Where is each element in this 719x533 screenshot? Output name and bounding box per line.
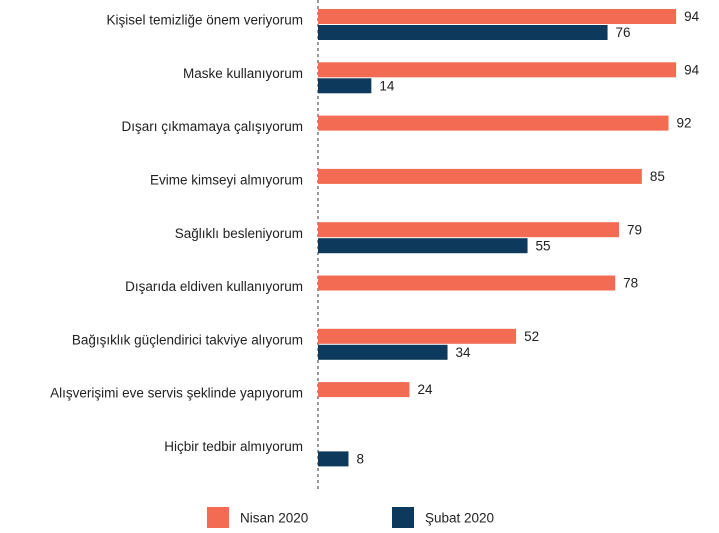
legend-label: Şubat 2020	[425, 511, 494, 526]
bar	[318, 115, 669, 131]
bar	[318, 78, 372, 94]
category-label: Sağlıklı besleniyorum	[175, 226, 303, 241]
value-label: 14	[379, 78, 395, 93]
bar	[318, 275, 616, 291]
legend-label: Nisan 2020	[240, 511, 308, 526]
category-label: Kişisel temizliğe önem veriyorum	[106, 13, 303, 28]
bar	[318, 222, 619, 238]
bar	[318, 344, 448, 360]
value-label: 92	[677, 116, 692, 131]
value-label: 34	[456, 345, 472, 360]
value-label: 52	[524, 329, 539, 344]
value-label: 8	[356, 451, 364, 466]
value-label: 85	[650, 169, 665, 184]
legend-swatch	[207, 507, 229, 528]
value-label: 24	[417, 382, 433, 397]
category-label: Dışarıda eldiven kullanıyorum	[125, 279, 303, 294]
value-label: 78	[623, 276, 638, 291]
category-label: Alışverişimi eve servis şeklinde yapıyor…	[50, 386, 303, 401]
category-label: Hiçbir tedbir almıyorum	[164, 439, 303, 454]
category-label: Bağışıklık güçlendirici takviye alıyorum	[72, 332, 303, 347]
bar	[318, 238, 528, 254]
bar	[318, 25, 608, 40]
bar	[318, 168, 642, 184]
category-label: Evime kimseyi almıyorum	[150, 172, 303, 187]
value-label: 94	[684, 62, 700, 77]
legend-swatch	[392, 507, 414, 528]
value-label: 76	[616, 25, 631, 40]
bar	[318, 382, 410, 398]
value-label: 94	[684, 9, 700, 24]
bar	[318, 451, 349, 467]
bar	[318, 62, 677, 78]
value-label: 55	[536, 238, 551, 253]
bar	[318, 328, 517, 344]
category-label: Maske kullanıyorum	[183, 66, 303, 81]
bar	[318, 9, 677, 24]
value-label: 79	[627, 222, 642, 237]
category-label: Dışarı çıkmamaya çalışıyorum	[121, 119, 303, 134]
